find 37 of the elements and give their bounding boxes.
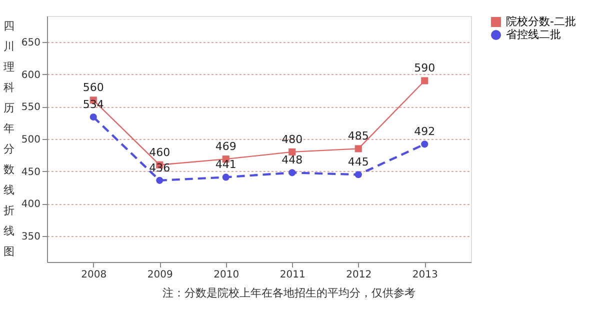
data-label: 436	[149, 161, 170, 174]
data-label: 460	[149, 146, 170, 159]
legend-label: 省控线二批	[506, 28, 561, 41]
legend-label: 院校分数-二批	[506, 15, 576, 28]
point	[288, 169, 296, 176]
x-tick-label: 2012	[346, 270, 372, 280]
x-tick-label: 2010	[214, 270, 240, 280]
y-tick-label: 550	[21, 102, 40, 114]
text: 注：分数是院校上年在各地招生的平均分，仅供参考	[162, 286, 416, 300]
point	[354, 145, 362, 152]
data-label: 485	[348, 130, 369, 143]
y-tick-label: 450	[21, 166, 40, 178]
point	[156, 176, 164, 184]
data-label: 448	[282, 154, 303, 167]
x-tick-label: 2011	[280, 270, 306, 280]
point	[288, 148, 296, 156]
x-tick-label: 2013	[412, 270, 438, 280]
data-label: 441	[215, 158, 236, 172]
point	[354, 171, 362, 178]
data-label: 492	[414, 125, 436, 138]
text: 四川理科历年分数线折线图	[4, 19, 14, 258]
data-label: 445	[348, 156, 369, 169]
y-tick-label: 600	[21, 70, 40, 81]
point	[421, 77, 428, 84]
point	[421, 140, 428, 148]
y-tick-label: 650	[21, 37, 40, 48]
data-label: 480	[282, 132, 303, 146]
data-label: 590	[414, 62, 436, 75]
data-label: 469	[215, 140, 236, 154]
x-tick-label: 2009	[147, 270, 173, 280]
point	[90, 113, 97, 121]
y-tick-label: 400	[21, 199, 40, 210]
x-tick-label: 2008	[81, 270, 107, 280]
y-tick-label: 350	[21, 232, 40, 243]
data-label: 560	[82, 81, 104, 94]
point	[222, 174, 230, 181]
y-tick-label: 500	[21, 134, 40, 146]
